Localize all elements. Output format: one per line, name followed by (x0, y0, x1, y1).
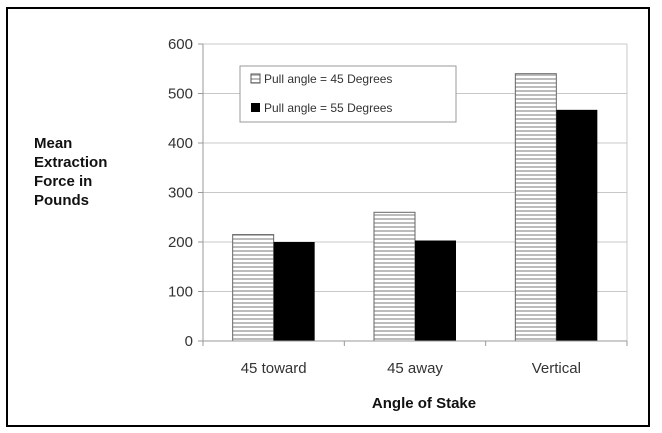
bars (232, 73, 598, 342)
bar-pull55-2 (556, 109, 598, 342)
bar-pull45-1 (373, 211, 416, 342)
legend: Pull angle = 45 Degrees Pull angle = 55 … (239, 65, 457, 123)
x-tick-label: Vertical (532, 360, 581, 377)
y-tick-label: 100 (168, 284, 193, 301)
bar-pull55-0 (273, 242, 315, 341)
y-tick-label: 500 (168, 86, 193, 103)
y-tick-label: 600 (168, 36, 193, 53)
x-tick-label: 45 toward (241, 360, 307, 377)
legend-box (239, 65, 457, 123)
legend-label-55: Pull angle = 55 Degrees (264, 101, 392, 115)
y-tick-label: 400 (168, 135, 193, 152)
y-axis-title-line: Extraction (34, 154, 107, 171)
bar-pull55-1 (415, 240, 456, 341)
y-axis-title-line: Force in (34, 173, 92, 190)
x-tick-label: 45 away (387, 360, 443, 377)
axes: 0 100 200 300 400 500 600 45 toward 45 away Verti… (168, 36, 628, 377)
y-axis-title-line: Mean (34, 135, 72, 152)
legend-swatch-45 (250, 73, 261, 84)
legend-label-45: Pull angle = 45 Degrees (264, 72, 392, 86)
y-tick-label: 0 (185, 333, 193, 350)
legend-swatch-55 (251, 103, 260, 112)
y-tick-label: 200 (168, 234, 193, 251)
bar-pull45-2 (514, 73, 557, 342)
y-axis-title: Mean Extraction Force in Pounds (34, 135, 107, 209)
x-axis-title: Angle of Stake (372, 395, 476, 412)
bar-pull45-0 (232, 234, 275, 342)
y-axis-title-line: Pounds (34, 192, 89, 209)
y-tick-label: 300 (168, 185, 193, 202)
